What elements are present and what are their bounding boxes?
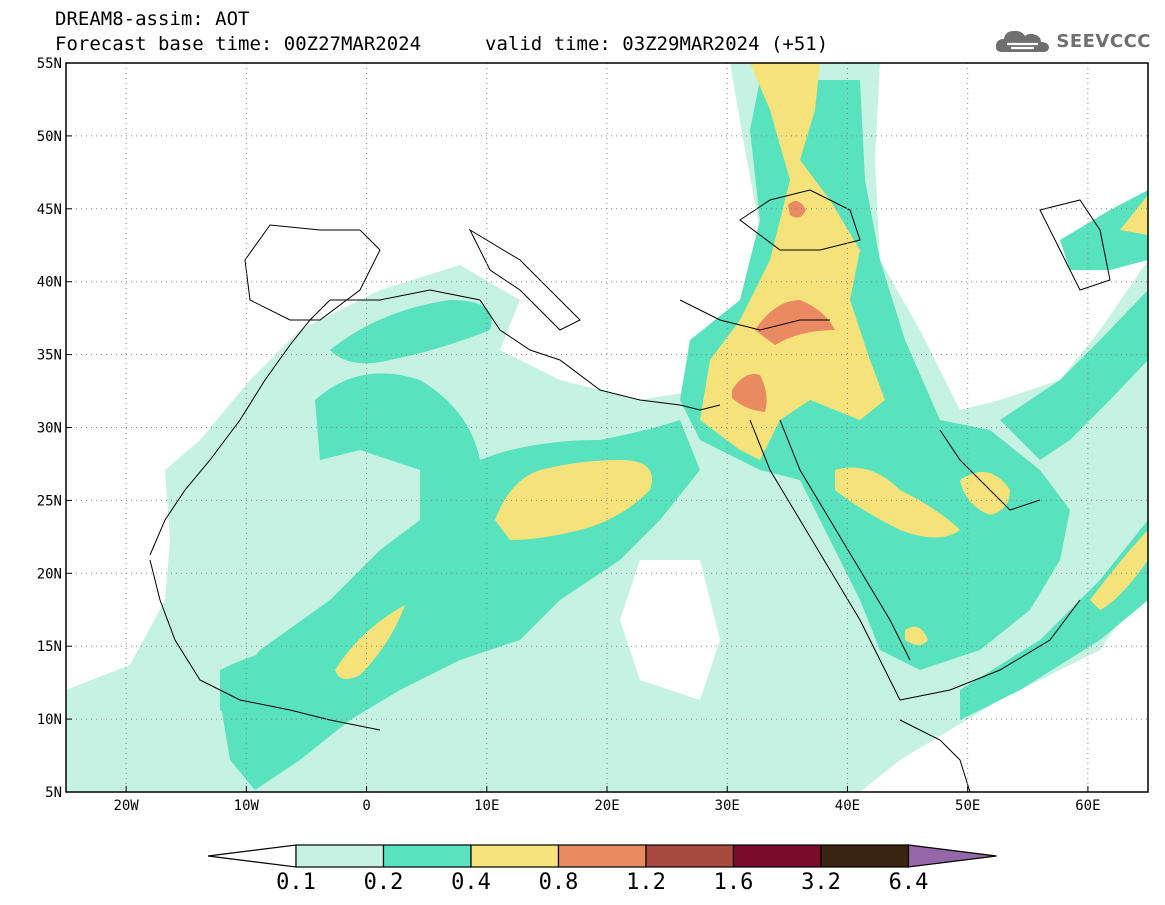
time-line: Forecast base time: 00Z27MAR2024 valid ti… [55,33,828,55]
colorbar-label: 0.4 [451,870,491,895]
valid-time: valid time: 03Z29MAR2024 (+51) [485,33,829,55]
aot-region-sahel-west [220,647,343,728]
y-tick-label: 45N [37,202,62,218]
x-tick-label: 10E [474,798,499,814]
y-tick-label: 40N [37,275,62,291]
aot-region-arabian-sea [960,520,1148,720]
aot-region-central-light [620,560,720,700]
x-tick-label: 50E [955,798,980,814]
x-tick-label: 40E [835,798,860,814]
x-tick-label: 30E [715,798,740,814]
coastline-north-africa [330,289,721,411]
colorbar-label: 3.2 [801,870,841,895]
coastline-west-africa [149,299,331,556]
colorbar: 0.1 0.2 0.4 0.8 1.2 1.6 3.2 6.4 [207,844,997,895]
y-tick-label: 50N [37,129,62,145]
coastlines [149,189,1111,792]
colorbar-label: 1.6 [714,870,754,895]
longitude-axis: 20W 10W 0 10E 20E 30E 40E 50E 60E [113,786,1101,814]
x-tick-label: 60E [1075,798,1100,814]
aot-region-iran-plume [1000,290,1148,460]
aot-region-caspian-yellow [1120,195,1148,235]
aot-region-eastern-plume [700,63,885,460]
coastline-red-sea [749,419,901,701]
coastline-arabia-south [899,599,1081,701]
aot-region-sinai-max [732,374,767,412]
x-tick-label: 0 [362,798,370,814]
aot-region-north-africa-coast [330,300,492,364]
y-tick-label: 35N [37,348,62,364]
colorbar-segment [645,844,735,868]
seevccc-logo: SEEVCCC [994,26,1151,56]
colorbar-segment [470,844,560,868]
colorbar-segment [382,844,472,868]
y-tick-label: 20N [37,566,62,582]
colorbar-under-triangle [207,844,297,868]
latitude-axis: 5N 10N 15N 20N 25N 30N 35N 40N 45N 50N 55N [37,56,72,801]
x-tick-label: 10W [234,798,260,814]
aot-region-sahel-streak [335,605,405,679]
aot-region-turkey-syria-max [755,300,835,345]
y-tick-label: 10N [37,712,62,728]
coastline-iberia [244,224,381,321]
x-tick-label: 20E [594,798,619,814]
y-tick-label: 55N [37,56,62,72]
aot-0.4-0.8-regions [335,63,1148,679]
aot-region-libya-plume [495,460,652,540]
aot-region-arabian-streak [1090,530,1148,610]
coastline-caspian [1039,199,1111,291]
colorbar-over-triangle [907,844,997,868]
gridlines [66,63,1148,792]
y-tick-label: 5N [45,785,62,801]
coastline-horn [899,719,971,792]
coastline-italy [468,228,581,331]
colorbar-segment [557,844,647,868]
aot-region-yemen-blob [905,626,928,645]
coastline-black-sea [739,189,861,251]
colorbar-label: 0.1 [276,870,316,895]
aot-region-saudi-plume [835,467,960,538]
coastline-persian-gulf [939,429,1041,511]
cloud-icon [996,30,1050,52]
coastline-turkey [679,299,830,331]
y-tick-label: 30N [37,421,62,437]
colorbar-segment [732,844,822,868]
aot-region-caspian [1060,190,1148,270]
colorbar-label: 6.4 [889,870,929,895]
coastline-red-sea-east [779,419,911,661]
colorbar-label: 0.8 [539,870,579,895]
logo-text: SEEVCCC [1056,30,1151,52]
y-tick-label: 15N [37,639,62,655]
base-time: Forecast base time: 00Z27MAR2024 [55,33,422,55]
colorbar-label: 0.2 [364,870,404,895]
y-tick-label: 25N [37,493,62,509]
colorbar-segment [820,844,910,868]
colorbar-label: 1.2 [626,870,666,895]
map-area [66,63,1148,792]
colorbar-segment [295,844,385,868]
aot-region-gulf-plume [960,472,1010,515]
coastline-gulf-of-guinea [149,559,381,731]
x-tick-label: 20W [113,798,139,814]
map-title: DREAM8-assim: AOT [55,8,250,30]
aot-0.8-1.2-regions [732,201,835,412]
